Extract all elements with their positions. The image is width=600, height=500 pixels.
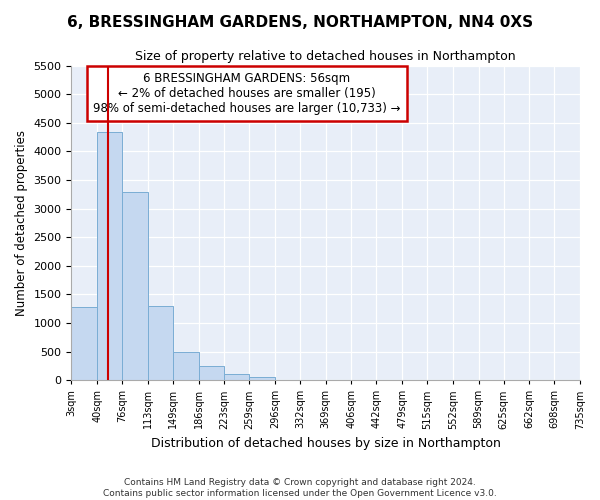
Title: Size of property relative to detached houses in Northampton: Size of property relative to detached ho… <box>136 50 516 63</box>
Bar <box>249 376 275 380</box>
Bar <box>148 306 173 380</box>
Text: 6, BRESSINGHAM GARDENS, NORTHAMPTON, NN4 0XS: 6, BRESSINGHAM GARDENS, NORTHAMPTON, NN4… <box>67 15 533 30</box>
Bar <box>97 132 122 380</box>
Bar <box>199 366 224 380</box>
Bar <box>173 352 199 380</box>
Y-axis label: Number of detached properties: Number of detached properties <box>15 130 28 316</box>
Bar <box>224 374 249 380</box>
Bar <box>71 308 97 380</box>
Bar <box>122 192 148 380</box>
Text: Contains HM Land Registry data © Crown copyright and database right 2024.
Contai: Contains HM Land Registry data © Crown c… <box>103 478 497 498</box>
Text: 6 BRESSINGHAM GARDENS: 56sqm
← 2% of detached houses are smaller (195)
98% of se: 6 BRESSINGHAM GARDENS: 56sqm ← 2% of det… <box>93 72 401 115</box>
X-axis label: Distribution of detached houses by size in Northampton: Distribution of detached houses by size … <box>151 437 500 450</box>
